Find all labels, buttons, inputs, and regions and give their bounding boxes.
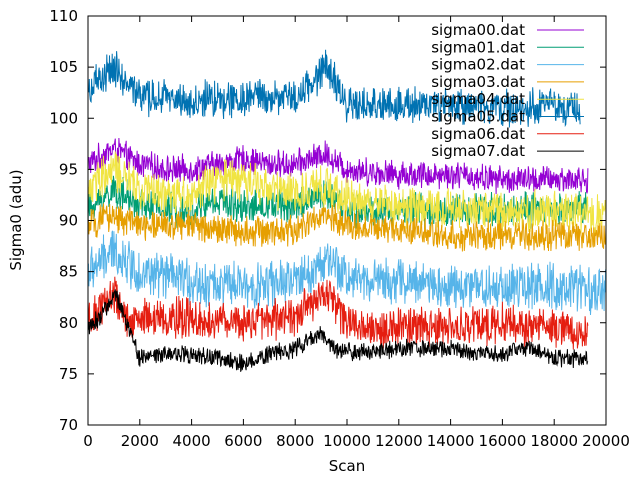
series-layer <box>88 49 606 372</box>
x-tick-label: 18000 <box>530 432 578 450</box>
series-line-sigma07.dat <box>88 289 589 372</box>
y-axis-label: Sigma0 (adu) <box>7 169 25 270</box>
x-tick-label: 20000 <box>582 432 630 450</box>
y-tick-label: 110 <box>49 7 78 25</box>
x-tick-label: 10000 <box>323 432 371 450</box>
legend-label: sigma00.dat <box>431 21 525 39</box>
series-line-sigma05.dat <box>88 49 581 128</box>
legend-label: sigma02.dat <box>431 56 525 74</box>
y-tick-label: 70 <box>59 416 78 434</box>
x-tick-label: 6000 <box>224 432 262 450</box>
x-tick-label: 2000 <box>121 432 159 450</box>
series-line-sigma00.dat <box>88 137 589 195</box>
x-tick-label: 16000 <box>479 432 527 450</box>
legend-label: sigma03.dat <box>431 73 525 91</box>
y-tick-label: 75 <box>59 365 78 383</box>
y-tick-label: 95 <box>59 160 78 178</box>
legend-label: sigma07.dat <box>431 142 525 160</box>
series-line-sigma02.dat <box>88 230 606 316</box>
x-tick-label: 4000 <box>173 432 211 450</box>
x-axis-label: Scan <box>329 457 365 475</box>
y-tick-label: 100 <box>49 109 78 127</box>
x-tick-label: 12000 <box>375 432 423 450</box>
legend-label: sigma04.dat <box>431 90 525 108</box>
legend-label: sigma05.dat <box>431 108 525 126</box>
x-tick-label: 8000 <box>276 432 314 450</box>
legend-label: sigma01.dat <box>431 38 525 56</box>
y-tick-label: 80 <box>59 314 78 332</box>
y-tick-label: 90 <box>59 212 78 230</box>
legend: sigma00.datsigma01.datsigma02.datsigma03… <box>431 21 584 160</box>
series-line-sigma03.dat <box>88 203 606 252</box>
y-tick-label: 105 <box>49 58 78 76</box>
x-tick-label: 0 <box>83 432 93 450</box>
series-line-sigma06.dat <box>88 276 589 350</box>
legend-label: sigma06.dat <box>431 125 525 143</box>
axis-layer: 0 2000 4000 6000 8000 10000 12000 14000 16000 180… <box>49 7 630 450</box>
series-line-sigma04.dat <box>88 151 606 238</box>
y-tick-label: 85 <box>59 263 78 281</box>
x-tick-label: 14000 <box>427 432 475 450</box>
